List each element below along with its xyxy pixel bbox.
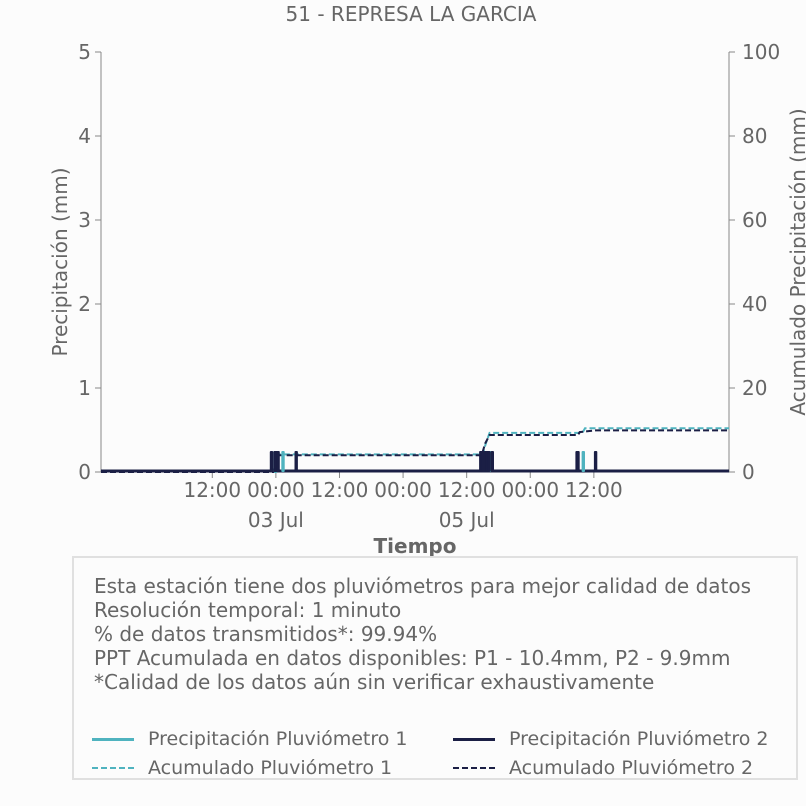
precip-bar-p2 [294, 451, 298, 472]
legend-item-p1-precip: Precipitación Pluviómetro 1 [92, 728, 408, 750]
legend-swatch-p2-acum [453, 767, 495, 769]
legend-swatch-p1-precip [92, 737, 134, 741]
y2-tick-label: 80 [742, 124, 767, 148]
chart-plot-area [101, 427, 729, 473]
legend-item-p2-precip: Precipitación Pluviómetro 2 [453, 728, 769, 750]
y-tick-label: 3 [78, 208, 91, 232]
info-line-disclaimer: *Calidad de los datos aún sin verificar … [94, 670, 655, 694]
x-tick-label: 00:00 [374, 478, 432, 502]
y2-tick-label: 60 [742, 208, 767, 232]
accumulated-line-p2 [101, 429, 729, 473]
x-tick-label: 00:00 [501, 478, 559, 502]
legend-label-p1-precip: Precipitación Pluviómetro 1 [148, 728, 408, 750]
x-tick-label: 12:00 [438, 478, 496, 502]
precip-bar-p2 [269, 451, 274, 472]
precip-bar-p2 [276, 451, 280, 472]
x-tick-label: 12:00 [565, 478, 623, 502]
y2-tick-label: 20 [742, 376, 767, 400]
legend-item-p1-acum: Acumulado Pluviómetro 1 [92, 757, 392, 779]
x-axis-label: Tiempo [374, 534, 457, 556]
precip-bar-p1 [581, 451, 585, 472]
y-axis-label: Precipitación (mm) [48, 167, 72, 356]
legend-item-p2-acum: Acumulado Pluviómetro 2 [453, 757, 753, 779]
chart-title: 51 - REPRESA LA GARCIA [286, 2, 537, 26]
precipitation-chart: 51 - REPRESA LA GARCIA Precipitación (mm… [48, 2, 806, 556]
precip-bar-p2 [593, 451, 598, 472]
legend-label-p2-acum: Acumulado Pluviómetro 2 [509, 757, 754, 779]
x-tick-label: 12:00 [183, 478, 241, 502]
info-box: Esta estación tiene dos pluviómetros par… [72, 556, 798, 780]
x-tick-date-label: 05 Jul [439, 508, 495, 532]
x-tick-label: 00:00 [247, 478, 305, 502]
x-tick-date-label: 03 Jul [248, 508, 304, 532]
legend-label-p2-precip: Precipitación Pluviómetro 2 [509, 728, 769, 750]
info-line-dual-gauge: Esta estación tiene dos pluviómetros par… [94, 574, 752, 598]
y2-tick-label: 40 [742, 292, 767, 316]
info-line-resolution: Resolución temporal: 1 minuto [94, 598, 402, 622]
y-tick-label: 1 [78, 376, 91, 400]
info-line-transmitted: % de datos transmitidos*: 99.94% [94, 622, 438, 646]
x-tick-label: 12:00 [311, 478, 369, 502]
y2-axis-label: Acumulado Precipitación (mm) [786, 108, 806, 415]
precip-bar-p2 [490, 451, 494, 472]
y-tick-label: 2 [78, 292, 91, 316]
precip-bar-p2 [487, 451, 491, 472]
y-tick-label: 4 [78, 124, 91, 148]
legend-swatch-p2-precip [453, 737, 495, 741]
legend-swatch-p1-acum [92, 767, 134, 769]
precip-bar-p2 [576, 451, 580, 472]
y-tick-label: 5 [78, 40, 91, 64]
accumulated-line-p1 [101, 427, 729, 473]
y-tick-label: 0 [78, 460, 91, 484]
legend-label-p1-acum: Acumulado Pluviómetro 1 [148, 757, 393, 779]
info-text: Esta estación tiene dos pluviómetros par… [94, 574, 751, 694]
precip-bar-p1 [281, 451, 285, 472]
info-line-accumulated: PPT Acumulada en datos disponibles: P1 -… [94, 646, 731, 670]
y2-tick-label: 100 [742, 40, 780, 64]
y2-tick-label: 0 [742, 460, 755, 484]
